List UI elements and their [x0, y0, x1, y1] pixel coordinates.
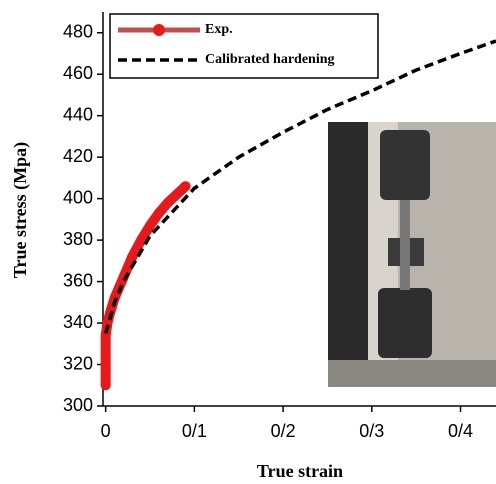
y-tick-label: 320	[63, 353, 93, 373]
y-tick-label: 400	[63, 187, 93, 207]
y-tick-label: 460	[63, 63, 93, 83]
x-tick-label: 0/2	[271, 421, 296, 441]
y-tick-label: 360	[63, 270, 93, 290]
y-tick-label: 420	[63, 146, 93, 166]
legend-label: Calibrated hardening	[205, 52, 335, 67]
exp-point	[100, 363, 111, 374]
exp-point	[162, 197, 173, 208]
y-tick-label: 340	[63, 312, 93, 332]
y-axis-label: True stress (Mpa)	[10, 142, 31, 278]
legend-label: Exp.	[205, 22, 233, 37]
y-tick-label: 440	[63, 104, 93, 124]
exp-point	[100, 347, 111, 358]
x-tick-label: 0/3	[359, 421, 384, 441]
exp-point	[100, 330, 111, 341]
legend-marker	[153, 24, 165, 36]
exp-line	[100, 181, 191, 391]
legend: Exp. Calibrated hardening	[109, 13, 379, 79]
exp-point	[100, 380, 111, 391]
y-tick-label: 300	[63, 395, 93, 415]
exp-point	[153, 208, 164, 219]
x-tick-label: 0	[101, 421, 111, 441]
x-axis-label: True strain	[257, 461, 343, 481]
exp-point	[145, 220, 156, 231]
y-tick-label: 380	[63, 229, 93, 249]
calibrated-line	[103, 39, 496, 334]
inset-photo	[328, 122, 496, 387]
exp-point	[171, 189, 182, 200]
exp-point	[102, 318, 113, 329]
x-tick-label: 0/1	[182, 421, 207, 441]
exp-point	[127, 251, 138, 262]
x-tick-label: 0/4	[448, 421, 473, 441]
exp-point	[180, 181, 191, 192]
exp-point	[136, 235, 147, 246]
y-tick-label: 480	[63, 21, 93, 41]
